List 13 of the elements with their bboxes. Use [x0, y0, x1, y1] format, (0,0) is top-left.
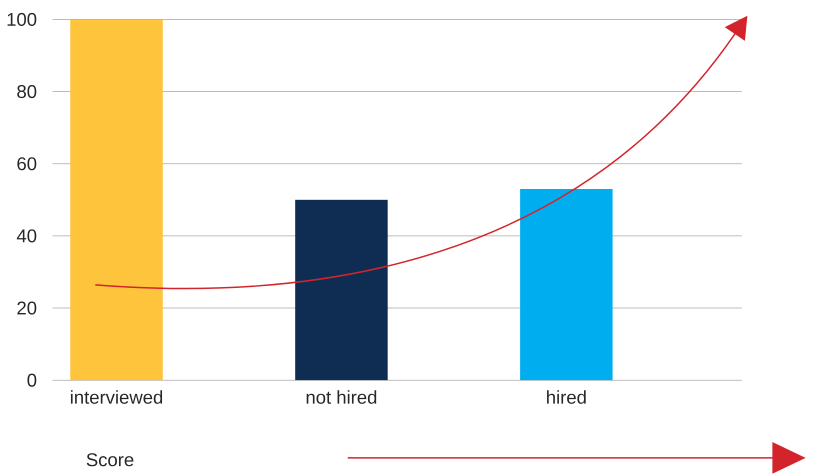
- y-tick-label: 60: [17, 157, 36, 170]
- x-tick-label: interviewed: [70, 390, 162, 404]
- y-tick-label: 20: [17, 302, 36, 315]
- x-tick-label: hired: [547, 390, 586, 404]
- y-tick-label: 40: [16, 230, 36, 243]
- x-tick-label: not hired: [306, 390, 376, 404]
- bar: [520, 189, 613, 380]
- y-tick-label: 100: [8, 13, 36, 26]
- bar: [70, 20, 163, 380]
- bar: [295, 200, 388, 380]
- y-tick-label: 0: [27, 374, 36, 387]
- x-axis-title: Score: [86, 453, 134, 466]
- y-tick-label: 80: [17, 85, 36, 98]
